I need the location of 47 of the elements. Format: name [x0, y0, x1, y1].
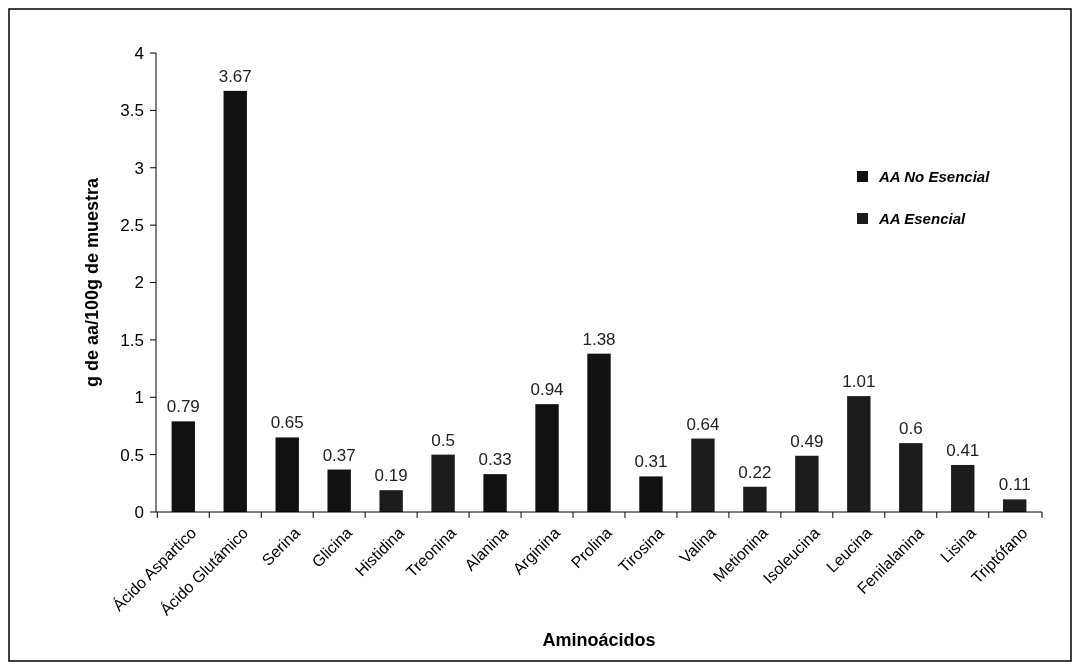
bar: [431, 454, 455, 512]
y-axis-title: g de aa/100g de muestra: [82, 176, 102, 388]
legend-label: AA Esencial: [878, 210, 966, 228]
data-label: 0.94: [530, 380, 564, 400]
bar: [1003, 499, 1027, 512]
y-tick-label: 0.5: [120, 445, 144, 465]
data-label: 0.41: [946, 440, 980, 460]
data-label: 0.6: [898, 419, 923, 439]
bar: [639, 476, 663, 512]
bar: [379, 490, 403, 512]
data-label: 0.19: [374, 466, 408, 486]
bar: [275, 437, 299, 512]
data-label: 0.65: [270, 413, 304, 433]
bar: [743, 486, 767, 512]
x-axis-title: Aminoácidos: [542, 630, 656, 650]
legend-label: AA No Esencial: [878, 168, 991, 186]
data-label: 0.49: [790, 431, 824, 451]
data-label: 0.22: [738, 462, 772, 482]
y-tick-label: 2: [134, 273, 144, 293]
y-tick-label: 2.5: [120, 216, 144, 236]
bar: [691, 438, 715, 512]
data-label: 0.79: [166, 397, 200, 417]
bar: [483, 474, 507, 512]
bar: [223, 90, 247, 512]
bar: [847, 396, 871, 512]
y-tick-label: 3: [134, 158, 144, 178]
data-label: 0.64: [686, 414, 720, 434]
data-label: 0.37: [322, 445, 356, 465]
y-tick-label: 1: [134, 388, 144, 408]
bar: [951, 464, 975, 512]
bar: [587, 353, 611, 512]
data-label: 0.11: [998, 475, 1031, 495]
data-label: 1.38: [582, 329, 616, 349]
y-tick-label: 0: [134, 502, 144, 522]
bar: [535, 404, 559, 512]
data-label: 0.5: [431, 430, 455, 450]
data-label: 1.01: [842, 372, 876, 392]
data-label: 0.33: [478, 450, 512, 470]
bar: [327, 469, 351, 512]
y-tick-label: 3.5: [120, 101, 144, 121]
bar: [899, 443, 923, 512]
bar: [795, 455, 819, 512]
data-label: 3.67: [218, 66, 252, 86]
y-tick-label: 1.5: [120, 330, 144, 350]
y-tick-label: 4: [134, 43, 144, 63]
data-label: 0.31: [634, 452, 668, 472]
bar: [171, 421, 195, 512]
